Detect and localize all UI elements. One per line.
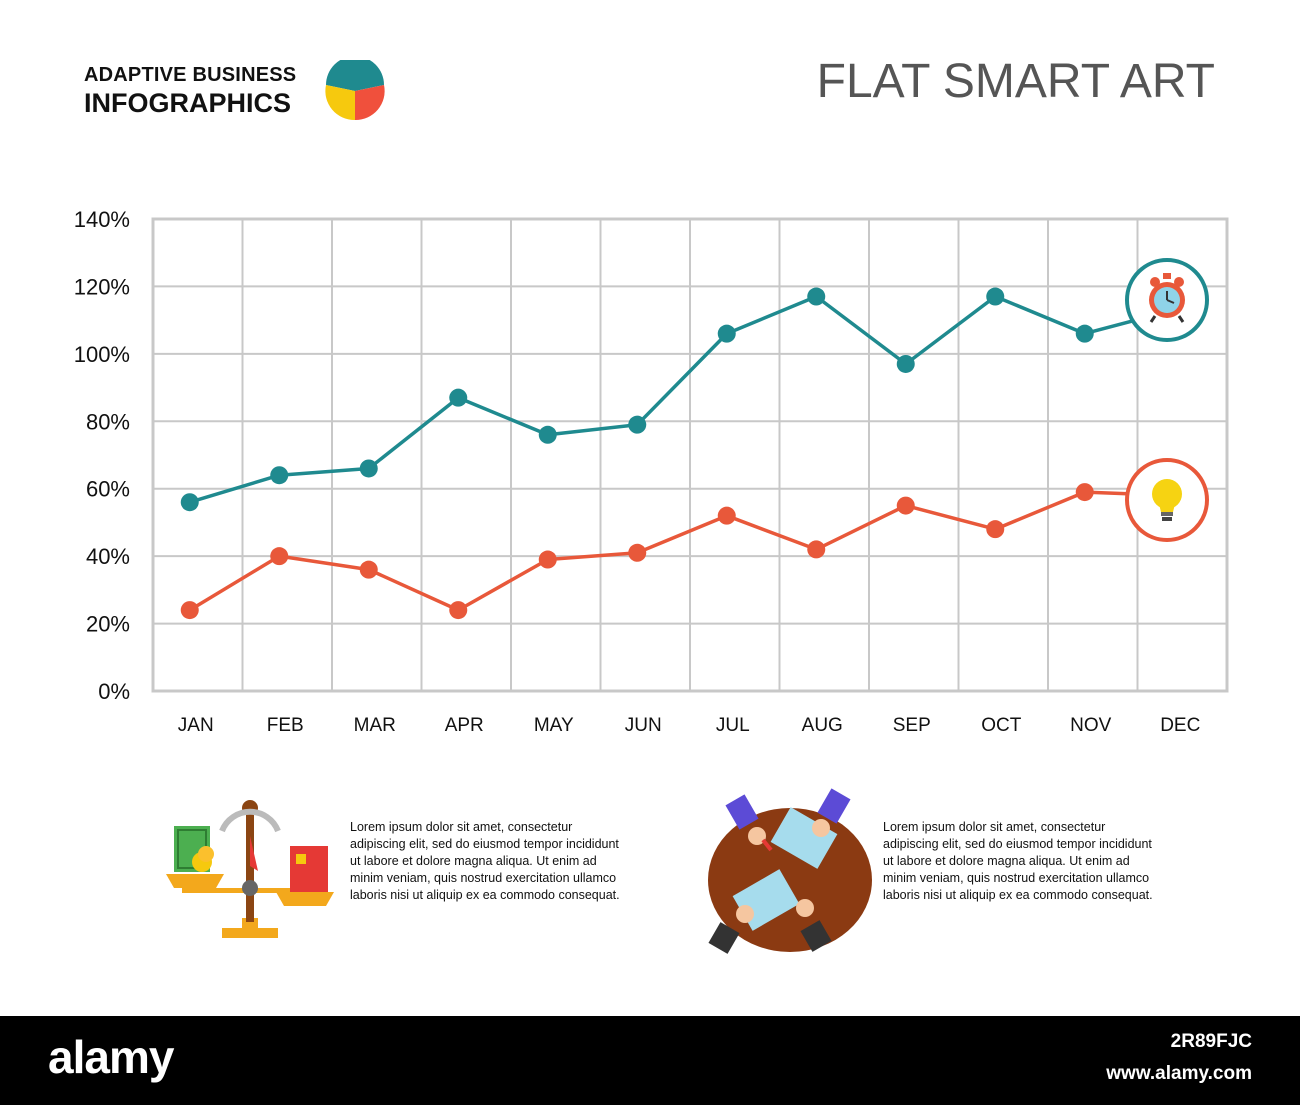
x-tick-label: APR	[445, 715, 484, 736]
x-tick-label: NOV	[1070, 715, 1112, 736]
series-line-2	[188, 490, 1175, 612]
x-axis-ticks: JAN FEB MAR APR MAY JUN JUL AUG SEP OCT NOV DEC	[178, 715, 1201, 736]
data-point	[807, 287, 826, 306]
line-chart: 0% 20% 40% 60% 80% 100% 120% 140% JAN FEB MAR APR M…	[74, 207, 1229, 736]
x-tick-label: OCT	[981, 715, 1022, 736]
footer-image-id: 2R89FJC	[1170, 1031, 1252, 1052]
data-point	[896, 354, 915, 373]
data-point	[270, 466, 289, 485]
plot-frame	[151, 217, 1229, 693]
x-tick-label: AUG	[802, 715, 843, 736]
x-tick-label: FEB	[267, 715, 304, 736]
x-tick-label: SEP	[893, 715, 931, 736]
y-tick-label: 140%	[74, 207, 130, 232]
brand-line2: INFOGRAPHICS	[84, 88, 292, 118]
alarm-clock-icon	[1125, 258, 1209, 342]
y-tick-label: 80%	[86, 409, 130, 434]
data-point	[180, 601, 199, 620]
data-point	[359, 459, 378, 478]
light-bulb-icon	[1125, 458, 1209, 542]
footer-logo: alamy	[48, 1031, 174, 1083]
y-tick-label: 20%	[86, 612, 130, 637]
data-point	[449, 388, 468, 407]
data-point	[449, 601, 468, 620]
data-point	[1075, 483, 1094, 502]
x-tick-label: JUN	[625, 715, 662, 736]
data-point	[359, 560, 378, 579]
y-tick-label: 100%	[74, 342, 130, 367]
y-axis-ticks: 0% 20% 40% 60% 80% 100% 120% 140%	[74, 207, 130, 704]
data-point	[270, 547, 289, 566]
data-point	[717, 324, 736, 343]
data-point	[986, 287, 1005, 306]
x-tick-label: MAR	[354, 715, 396, 736]
y-tick-label: 0%	[98, 679, 130, 704]
x-tick-label: JUL	[716, 715, 750, 736]
data-point	[628, 543, 647, 562]
data-point	[807, 540, 826, 559]
y-tick-label: 40%	[86, 544, 130, 569]
footer-bar: alamy 2R89FJC www.alamy.com	[0, 1016, 1300, 1105]
y-tick-label: 120%	[74, 274, 130, 299]
description-left: Lorem ipsum dolor sit amet, consectetur …	[350, 820, 620, 902]
chart-grid	[153, 218, 1227, 692]
data-point	[1075, 324, 1094, 343]
x-tick-label: MAY	[534, 715, 574, 736]
series-line-1	[189, 294, 1175, 504]
data-point	[717, 506, 736, 525]
x-tick-label: JAN	[178, 715, 214, 736]
balance-scale-icon	[166, 800, 334, 938]
x-tick-label: DEC	[1160, 715, 1200, 736]
data-point	[180, 493, 199, 512]
brand-line1: ADAPTIVE BUSINESS	[84, 64, 297, 86]
data-point	[538, 550, 557, 569]
footer-url: www.alamy.com	[1106, 1063, 1252, 1084]
pie-logo-icon	[325, 60, 385, 121]
y-tick-label: 60%	[86, 477, 130, 502]
series-layer	[180, 287, 1175, 620]
brand-header: ADAPTIVE BUSINESS INFOGRAPHICS	[84, 60, 394, 124]
data-point	[628, 415, 647, 434]
description-right: Lorem ipsum dolor sit amet, consectetur …	[883, 820, 1153, 902]
business-meeting-icon	[708, 788, 872, 954]
data-point	[896, 496, 915, 515]
page-title: FLAT SMART ART	[816, 55, 1215, 108]
data-point	[986, 520, 1005, 539]
data-point	[538, 425, 557, 444]
series-icons	[1125, 258, 1209, 542]
